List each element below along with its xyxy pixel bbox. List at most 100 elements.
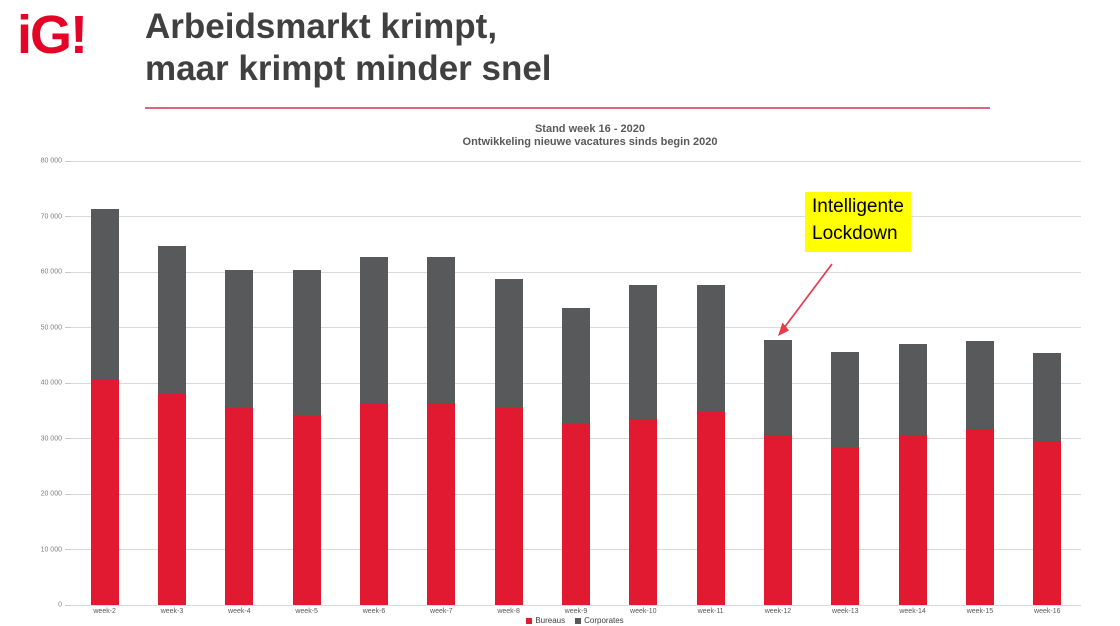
legend-swatch-icon (526, 617, 533, 624)
y-tick-label: 80 000 (40, 157, 62, 165)
chart-title-line-1: Stand week 16 - 2020 (534, 123, 646, 135)
x-tick-label: week-16 (1034, 608, 1061, 615)
bar-segment-bureaus (561, 422, 590, 605)
x-tick-label: week-5 (295, 608, 318, 615)
stacked-bar-week-12 (763, 161, 792, 605)
bar-segment-corporates (696, 285, 725, 412)
bar-segment-bureaus (157, 393, 186, 605)
bar-slot (138, 161, 205, 605)
x-tick-label: week-8 (497, 608, 520, 615)
chart-title-line-2: Ontwikkeling nieuwe vacatures sinds begi… (462, 135, 718, 148)
stacked-bar-week-13 (831, 161, 860, 605)
x-tick-label: week-15 (966, 608, 994, 615)
bar-segment-corporates (157, 245, 186, 394)
bar-segment-bureaus (359, 403, 388, 605)
y-tick-label: 0 (58, 601, 62, 609)
page-title: Arbeidsmarkt krimpt, maar krimpt minder s… (145, 6, 552, 90)
bar-segment-corporates (359, 257, 388, 404)
bar-slot (879, 161, 946, 605)
x-tick-label: week-4 (228, 608, 251, 615)
y-tick-label: 30 000 (40, 435, 62, 442)
bar-slot (677, 161, 744, 605)
y-tick-label: 60 000 (40, 268, 62, 276)
chart-title: Stand week 16 - 2020 Ontwikkeling nieuwe… (60, 123, 1120, 148)
x-axis: week-2 week-3 week-4 week-5 week-6 week-7 week… (71, 608, 1081, 615)
bar-segment-bureaus (696, 411, 725, 605)
bar-slot (610, 161, 677, 605)
legend: Bureaus Corporates (0, 616, 1120, 625)
bar-segment-bureaus (965, 428, 994, 605)
y-tick-label: 10 000 (40, 546, 62, 553)
stacked-bar-week-10 (629, 161, 658, 605)
stacked-bar-week-14 (898, 161, 927, 605)
bar-slot (1014, 161, 1081, 605)
stacked-bar-week-11 (696, 161, 725, 605)
stacked-bar-week-7 (427, 161, 456, 605)
title-underline (145, 107, 990, 109)
stacked-bar-week-8 (494, 161, 523, 605)
bar-segment-corporates (1033, 353, 1062, 441)
bar-slot (71, 161, 138, 605)
bar-segment-corporates (494, 278, 523, 408)
bar-segment-corporates (763, 340, 792, 435)
legend-swatch-icon (575, 617, 582, 624)
title-line-1: Arbeidsmarkt krimpt, (145, 7, 498, 46)
stacked-bar-week-3 (157, 161, 186, 605)
x-tick-label: week-10 (630, 608, 657, 615)
stacked-bar-week-6 (359, 161, 388, 605)
bar-segment-corporates (561, 308, 590, 423)
bar-segment-corporates (427, 257, 456, 403)
bar-segment-bureaus (494, 407, 523, 605)
stacked-bar-week-9 (561, 161, 590, 605)
bar-slot (744, 161, 811, 605)
gridline (65, 216, 1081, 217)
y-tick-label: 70 000 (40, 213, 62, 220)
legend-item-corporates: Corporates (575, 616, 624, 625)
legend-label: Bureaus (535, 616, 566, 625)
bars-container (71, 161, 1081, 605)
stacked-bar-week-4 (225, 161, 254, 605)
bar-segment-bureaus (292, 414, 321, 605)
x-tick-label: week-14 (899, 608, 926, 615)
stacked-bar-week-2 (90, 161, 119, 605)
bar-segment-corporates (90, 209, 119, 380)
x-tick-label: week-11 (697, 608, 724, 615)
y-tick-label: 40 000 (40, 379, 62, 387)
x-tick-label: week-7 (430, 608, 453, 615)
bar-slot (542, 161, 609, 605)
x-tick-label: week-12 (764, 608, 792, 615)
annotation-arrow-icon (778, 263, 833, 336)
bar-segment-bureaus (90, 379, 119, 605)
bar-segment-corporates (898, 344, 927, 436)
bar-segment-bureaus (427, 402, 456, 605)
stacked-bar-week-15 (965, 161, 994, 605)
x-tick-label: week-6 (362, 608, 386, 615)
annotation-line-1: Intelligente (812, 196, 904, 217)
gridline (65, 604, 1081, 606)
bar-segment-corporates (965, 340, 994, 429)
bar-segment-bureaus (763, 434, 792, 605)
legend-item-bureaus: Bureaus (526, 616, 565, 625)
x-tick-label: week-9 (564, 608, 588, 615)
x-tick-label: week-2 (93, 608, 116, 615)
bar-segment-corporates (831, 352, 860, 447)
bar-slot (273, 161, 340, 605)
y-axis: 0 10 000 20 000 30 000 40 000 50 000 60 000 70 … (18, 157, 64, 609)
bar-segment-corporates (292, 270, 321, 415)
gridline (65, 271, 1081, 273)
annotation-line-2: Lockdown (812, 222, 898, 244)
x-tick-label: week-13 (832, 608, 859, 615)
stacked-bar-week-16 (1033, 161, 1062, 605)
y-tick-label: 50 000 (40, 324, 62, 331)
logo: iG! (17, 5, 88, 65)
bar-slot (812, 161, 879, 605)
plot-area (65, 160, 1081, 606)
bar-segment-corporates (629, 285, 658, 419)
x-tick-label: week-3 (160, 608, 184, 615)
title-line-2: maar krimpt minder snel (145, 49, 552, 88)
gridline (65, 160, 1081, 162)
bar-segment-bureaus (831, 446, 860, 605)
bar-slot (206, 161, 273, 605)
bar-segment-bureaus (225, 407, 254, 605)
